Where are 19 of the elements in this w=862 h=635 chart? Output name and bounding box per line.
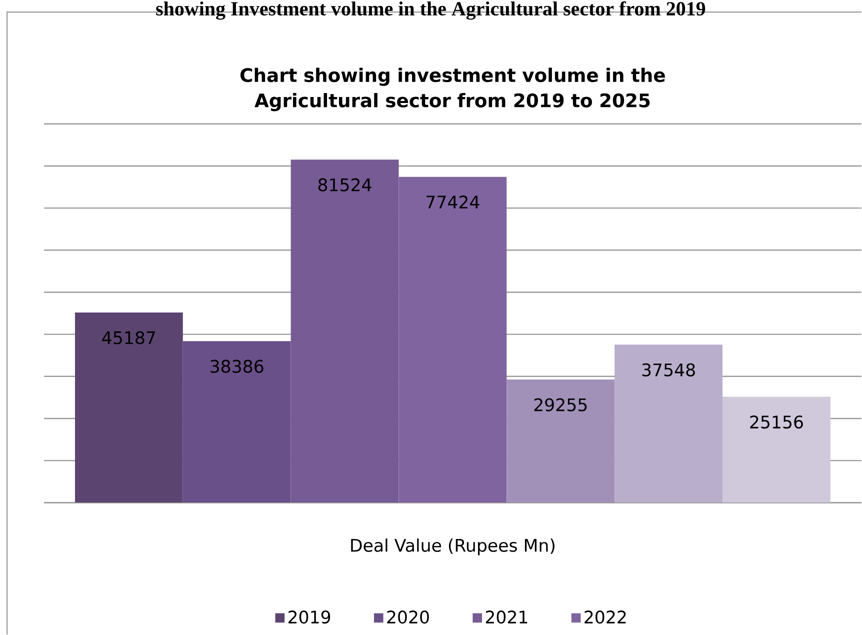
bar <box>182 341 291 503</box>
chart-title: Chart showing investment volume in the Agricultural sector from 2019 to 2025 <box>240 68 665 112</box>
legend-label: 2021 <box>486 610 528 624</box>
bar <box>506 380 615 503</box>
bar <box>74 312 183 503</box>
bar <box>614 344 722 503</box>
legend-label: 2019 <box>288 610 330 624</box>
text: showing Investment volume in the Agricultural sector from 2019 <box>156 1 706 20</box>
data-label: 77424 <box>426 196 480 209</box>
data-label: 38386 <box>210 360 264 374</box>
data-label: 45187 <box>102 331 155 345</box>
x-axis-title: Deal Value (Rupees Mn) <box>351 538 554 556</box>
legend-label: 2022 <box>584 610 626 624</box>
data-label: 29255 <box>534 398 587 412</box>
data-label: 37548 <box>642 364 695 377</box>
legend-label: 2020 <box>387 610 429 624</box>
data-label: 81524 <box>318 178 372 192</box>
data-label: 25156 <box>750 416 803 429</box>
bar <box>722 397 830 503</box>
